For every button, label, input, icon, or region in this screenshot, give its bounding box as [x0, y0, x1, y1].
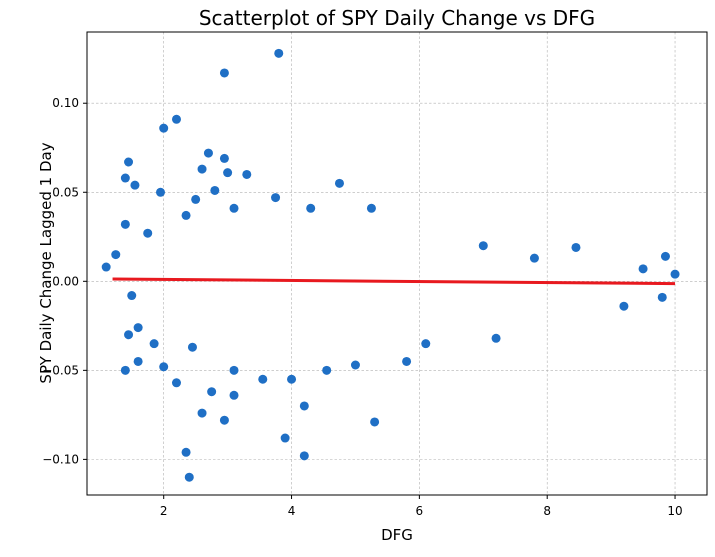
data-point: [370, 417, 380, 427]
data-point: [124, 157, 134, 167]
data-point: [207, 387, 217, 397]
data-point: [306, 203, 316, 213]
data-point: [127, 291, 137, 301]
data-point: [571, 242, 581, 252]
data-point: [274, 48, 284, 58]
data-point: [619, 301, 629, 311]
data-point: [271, 193, 281, 203]
data-point: [660, 251, 670, 261]
data-point: [242, 169, 252, 179]
data-point: [101, 262, 111, 272]
data-point: [133, 356, 143, 366]
data-point: [670, 269, 680, 279]
data-point: [197, 164, 207, 174]
data-point: [130, 180, 140, 190]
y-axis-label: SPY Daily Change Lagged 1 Day: [37, 142, 55, 383]
x-tick-label: 10: [667, 504, 682, 518]
y-tick-label: 0.10: [52, 96, 79, 110]
data-point: [529, 253, 539, 263]
trendline: [112, 277, 676, 286]
data-point: [491, 333, 501, 343]
data-point: [229, 390, 239, 400]
data-point: [159, 123, 169, 133]
data-point: [219, 415, 229, 425]
data-point: [280, 433, 290, 443]
data-point: [229, 203, 239, 213]
x-axis-label: DFG: [381, 526, 413, 544]
data-point: [171, 378, 181, 388]
data-point: [203, 148, 213, 158]
x-tick-label: 6: [416, 504, 424, 518]
data-points: [101, 48, 680, 482]
data-point: [184, 472, 194, 482]
data-point: [159, 362, 169, 372]
data-point: [181, 210, 191, 220]
data-point: [258, 374, 268, 384]
data-point: [171, 114, 181, 124]
data-point: [111, 250, 121, 260]
data-point: [287, 374, 297, 384]
data-point: [350, 360, 360, 370]
data-point: [638, 264, 648, 274]
data-point: [219, 68, 229, 78]
x-tick-label: 8: [543, 504, 551, 518]
data-point: [191, 194, 201, 204]
data-point: [334, 178, 344, 188]
data-point: [657, 292, 667, 302]
y-tick-label: 0.05: [52, 185, 79, 199]
x-tick-label: 4: [288, 504, 296, 518]
x-tick-label: 2: [160, 504, 168, 518]
data-point: [120, 173, 130, 183]
data-point: [124, 330, 134, 340]
data-point: [197, 408, 207, 418]
data-point: [120, 365, 130, 375]
data-point: [478, 241, 488, 251]
data-point: [187, 342, 197, 352]
data-point: [402, 356, 412, 366]
data-point: [421, 339, 431, 349]
axis-ticks: 2 4 6 8 10 −0.10 −0.05 0.00 0.05 0.10: [42, 96, 682, 518]
data-point: [181, 447, 191, 457]
data-point: [229, 365, 239, 375]
data-point: [299, 451, 309, 461]
data-point: [120, 219, 130, 229]
y-tick-label: −0.10: [42, 452, 79, 466]
chart-title: Scatterplot of SPY Daily Change vs DFG: [199, 6, 595, 30]
trendline-layer: [112, 277, 676, 286]
grid: [87, 32, 707, 495]
data-point: [299, 401, 309, 411]
data-point: [366, 203, 376, 213]
data-point: [223, 168, 233, 178]
y-tick-label: −0.05: [42, 363, 79, 377]
data-point: [149, 339, 159, 349]
data-point: [210, 185, 220, 195]
data-point: [219, 153, 229, 163]
data-point: [322, 365, 332, 375]
y-tick-label: 0.00: [52, 274, 79, 288]
data-point: [156, 187, 166, 197]
data-point: [133, 323, 143, 333]
plot-frame: [86, 31, 708, 496]
data-point: [143, 228, 153, 238]
